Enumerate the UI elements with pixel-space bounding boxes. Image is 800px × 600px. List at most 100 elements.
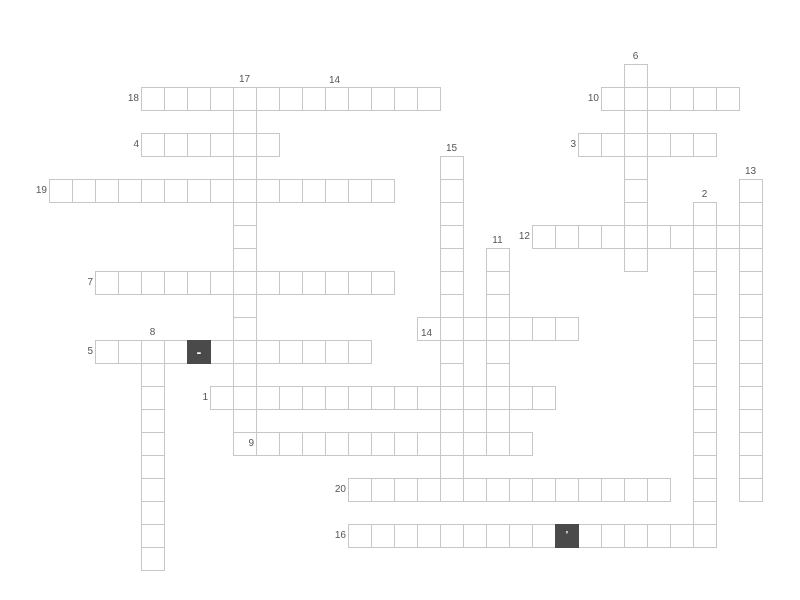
crossword-cell[interactable]: [486, 432, 510, 456]
crossword-cell[interactable]: [417, 87, 441, 111]
crossword-cell[interactable]: [693, 455, 717, 479]
crossword-cell[interactable]: [624, 524, 648, 548]
crossword-cell[interactable]: [49, 179, 73, 203]
crossword-cell[interactable]: [601, 478, 625, 502]
crossword-cell[interactable]: [164, 179, 188, 203]
crossword-cell[interactable]: [601, 133, 625, 157]
crossword-cell[interactable]: [440, 432, 464, 456]
crossword-cell[interactable]: [417, 524, 441, 548]
crossword-cell[interactable]: [95, 271, 119, 295]
crossword-cell[interactable]: [509, 524, 533, 548]
crossword-cell[interactable]: [210, 271, 234, 295]
crossword-cell[interactable]: [348, 478, 372, 502]
crossword-cell[interactable]: [578, 133, 602, 157]
crossword-cell[interactable]: [256, 179, 280, 203]
crossword-cell[interactable]: [440, 455, 464, 479]
crossword-cell[interactable]: [647, 478, 671, 502]
crossword-cell[interactable]: [739, 271, 763, 295]
crossword-cell[interactable]: [486, 363, 510, 387]
crossword-cell[interactable]: [486, 386, 510, 410]
crossword-cell[interactable]: [141, 547, 165, 571]
crossword-cell[interactable]: [739, 455, 763, 479]
crossword-cell[interactable]: [693, 225, 717, 249]
crossword-cell[interactable]: [371, 179, 395, 203]
crossword-cell[interactable]: [670, 225, 694, 249]
crossword-cell[interactable]: [302, 432, 326, 456]
crossword-cell[interactable]: [417, 432, 441, 456]
crossword-cell[interactable]: [233, 110, 257, 134]
crossword-cell[interactable]: [141, 363, 165, 387]
crossword-cell[interactable]: [233, 294, 257, 318]
crossword-cell[interactable]: [578, 524, 602, 548]
crossword-cell[interactable]: [233, 386, 257, 410]
crossword-cell[interactable]: [693, 409, 717, 433]
crossword-cell[interactable]: [394, 524, 418, 548]
crossword-cell[interactable]: [509, 386, 533, 410]
crossword-cell[interactable]: [624, 248, 648, 272]
crossword-cell[interactable]: [371, 432, 395, 456]
crossword-cell[interactable]: [394, 87, 418, 111]
crossword-cell[interactable]: [233, 133, 257, 157]
crossword-cell[interactable]: [486, 478, 510, 502]
crossword-cell[interactable]: [739, 294, 763, 318]
crossword-cell[interactable]: [440, 225, 464, 249]
crossword-cell[interactable]: [716, 87, 740, 111]
crossword-cell[interactable]: [279, 179, 303, 203]
crossword-cell[interactable]: [463, 432, 487, 456]
crossword-cell[interactable]: [555, 225, 579, 249]
crossword-cell[interactable]: [739, 225, 763, 249]
crossword-cell[interactable]: [348, 386, 372, 410]
crossword-cell[interactable]: [486, 294, 510, 318]
crossword-cell[interactable]: [233, 340, 257, 364]
crossword-cell[interactable]: [555, 478, 579, 502]
crossword-cell[interactable]: [141, 432, 165, 456]
crossword-cell[interactable]: [233, 409, 257, 433]
crossword-cell[interactable]: [210, 87, 234, 111]
crossword-cell[interactable]: [394, 478, 418, 502]
crossword-cell[interactable]: [693, 478, 717, 502]
crossword-cell[interactable]: [647, 87, 671, 111]
crossword-cell[interactable]: [348, 87, 372, 111]
crossword-cell[interactable]: [325, 179, 349, 203]
crossword-cell[interactable]: [624, 179, 648, 203]
crossword-cell[interactable]: [693, 317, 717, 341]
crossword-cell[interactable]: [440, 317, 464, 341]
crossword-cell[interactable]: [486, 409, 510, 433]
crossword-cell[interactable]: [647, 524, 671, 548]
crossword-cell[interactable]: [348, 524, 372, 548]
crossword-cell[interactable]: [141, 87, 165, 111]
crossword-cell[interactable]: [532, 478, 556, 502]
crossword-cell[interactable]: [624, 202, 648, 226]
crossword-cell[interactable]: [578, 478, 602, 502]
crossword-cell[interactable]: [233, 363, 257, 387]
crossword-cell[interactable]: [624, 478, 648, 502]
crossword-cell[interactable]: [739, 340, 763, 364]
crossword-cell[interactable]: [256, 133, 280, 157]
crossword-cell[interactable]: [532, 225, 556, 249]
crossword-cell[interactable]: [739, 409, 763, 433]
crossword-cell[interactable]: [463, 478, 487, 502]
crossword-cell[interactable]: [233, 225, 257, 249]
crossword-cell[interactable]: [210, 133, 234, 157]
crossword-cell[interactable]: [509, 478, 533, 502]
crossword-cell[interactable]: [279, 271, 303, 295]
crossword-cell[interactable]: [302, 179, 326, 203]
crossword-cell[interactable]: [187, 179, 211, 203]
crossword-cell[interactable]: [141, 179, 165, 203]
crossword-cell[interactable]: [440, 294, 464, 318]
crossword-cell[interactable]: [739, 317, 763, 341]
crossword-cell[interactable]: [256, 386, 280, 410]
crossword-cell[interactable]: [164, 340, 188, 364]
crossword-cell[interactable]: [302, 271, 326, 295]
crossword-cell[interactable]: [624, 133, 648, 157]
crossword-cell[interactable]: [210, 386, 234, 410]
crossword-cell[interactable]: [693, 386, 717, 410]
crossword-cell[interactable]: [118, 340, 142, 364]
crossword-cell[interactable]: [739, 202, 763, 226]
crossword-cell[interactable]: [325, 432, 349, 456]
crossword-cell[interactable]: [164, 87, 188, 111]
crossword-cell[interactable]: [233, 156, 257, 180]
crossword-cell[interactable]: [141, 409, 165, 433]
crossword-cell[interactable]: [486, 340, 510, 364]
crossword-cell[interactable]: [693, 248, 717, 272]
